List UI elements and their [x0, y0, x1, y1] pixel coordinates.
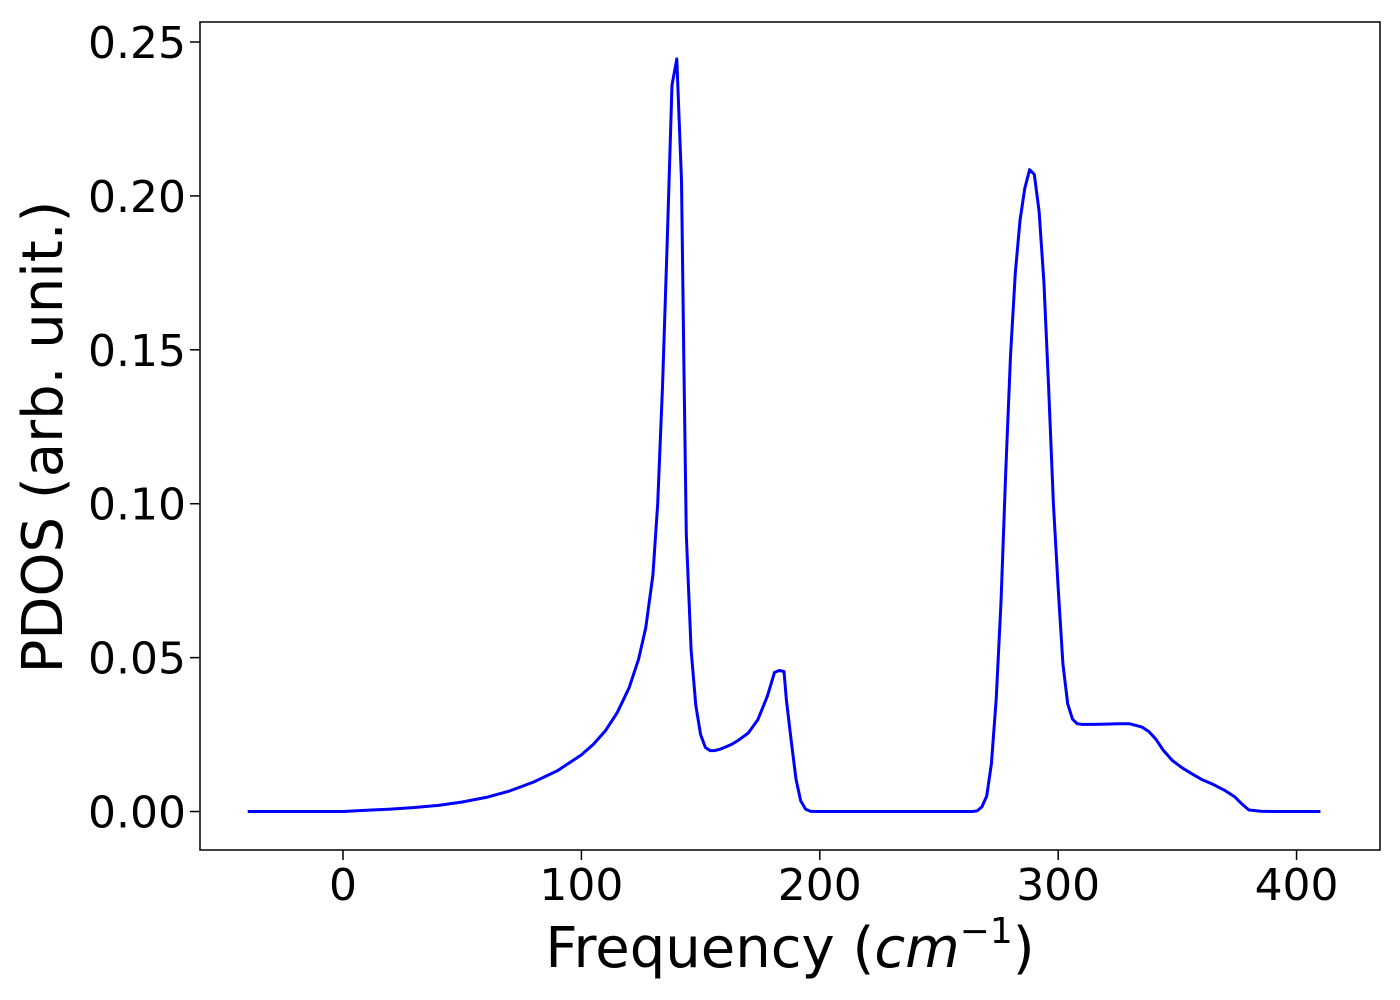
x-tick-label: 300	[1016, 860, 1100, 911]
y-axis-ticks: 0.00 0.05 0.10 0.15 0.20 0.25	[88, 18, 200, 839]
x-axis-label-prefix: Frequency (	[545, 916, 874, 981]
y-axis-label: PDOS (arb. unit.)	[11, 201, 76, 674]
x-tick-label: 200	[778, 860, 862, 911]
pdos-series-line	[247, 57, 1321, 813]
x-axis-label: Frequency (cm−1)	[545, 911, 1034, 981]
x-tick-label: 0	[329, 860, 357, 911]
y-tick-label: 0.20	[88, 172, 186, 223]
y-tick-label: 0.00	[88, 788, 186, 839]
x-axis-label-exponent: −1	[960, 911, 1013, 952]
y-tick-label: 0.10	[88, 480, 186, 531]
x-axis-label-unit: cm	[874, 916, 959, 981]
plot-frame	[199, 21, 1381, 851]
y-tick-label: 0.05	[88, 634, 186, 685]
y-tick-label: 0.15	[88, 326, 186, 377]
x-tick-label: 400	[1255, 860, 1339, 911]
y-tick-label: 0.25	[88, 18, 186, 69]
plot-area	[199, 21, 1381, 851]
x-tick-label: 100	[539, 860, 623, 911]
x-axis-ticks: 0 100 200 300 400	[329, 850, 1339, 911]
x-axis-label-suffix: )	[1013, 916, 1035, 981]
